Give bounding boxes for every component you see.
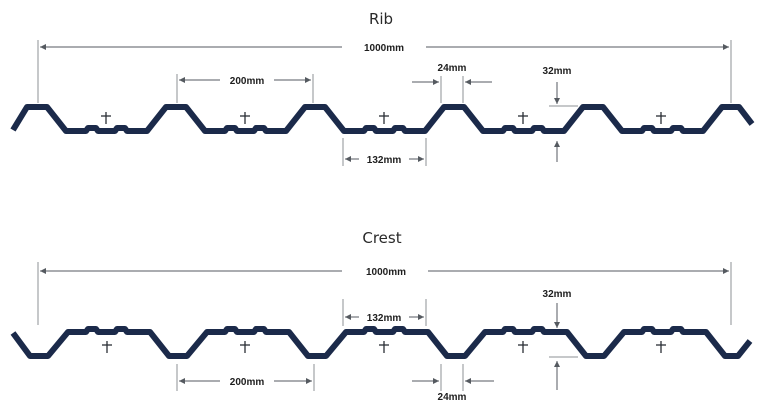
crest-title: Crest bbox=[362, 229, 401, 247]
rib-section: Rib 1000mm 200mm 24mm bbox=[10, 10, 755, 166]
rib-dimension-pitch: 200mm bbox=[176, 74, 314, 103]
rib-rib-top-label: 24mm bbox=[438, 63, 467, 74]
rib-dimension-height: 32mm bbox=[543, 66, 578, 162]
crest-dimension-pitch: 200mm bbox=[176, 364, 315, 391]
crest-section: Crest 1000mm 132mm 32mm bbox=[10, 229, 753, 403]
crest-rib-top-label: 24mm bbox=[438, 392, 467, 403]
crest-dimension-rib-top: 24mm bbox=[412, 364, 494, 403]
crest-total-label: 1000mm bbox=[366, 267, 406, 278]
rib-height-label: 32mm bbox=[543, 66, 572, 77]
crest-pitch-label: 200mm bbox=[230, 377, 265, 388]
rib-pitch-label: 200mm bbox=[230, 76, 265, 87]
rib-profile-line bbox=[10, 104, 755, 134]
crest-profile-line bbox=[10, 326, 753, 359]
rib-dimension-total: 1000mm bbox=[37, 40, 732, 103]
rib-title: Rib bbox=[369, 10, 393, 28]
rib-pan-label: 132mm bbox=[367, 155, 402, 166]
crest-height-label: 32mm bbox=[543, 289, 572, 300]
rib-total-label: 1000mm bbox=[364, 43, 404, 54]
rib-fixing-marks bbox=[101, 112, 666, 124]
crest-dimension-pan: 132mm bbox=[342, 299, 427, 326]
crest-dimension-total: 1000mm bbox=[37, 262, 732, 325]
rib-dimension-rib-top: 24mm bbox=[412, 63, 492, 103]
crest-dimension-height: 32mm bbox=[543, 289, 578, 390]
crest-pan-label: 132mm bbox=[367, 313, 402, 324]
crest-fixing-marks bbox=[102, 341, 666, 353]
rib-dimension-pan: 132mm bbox=[342, 138, 427, 166]
